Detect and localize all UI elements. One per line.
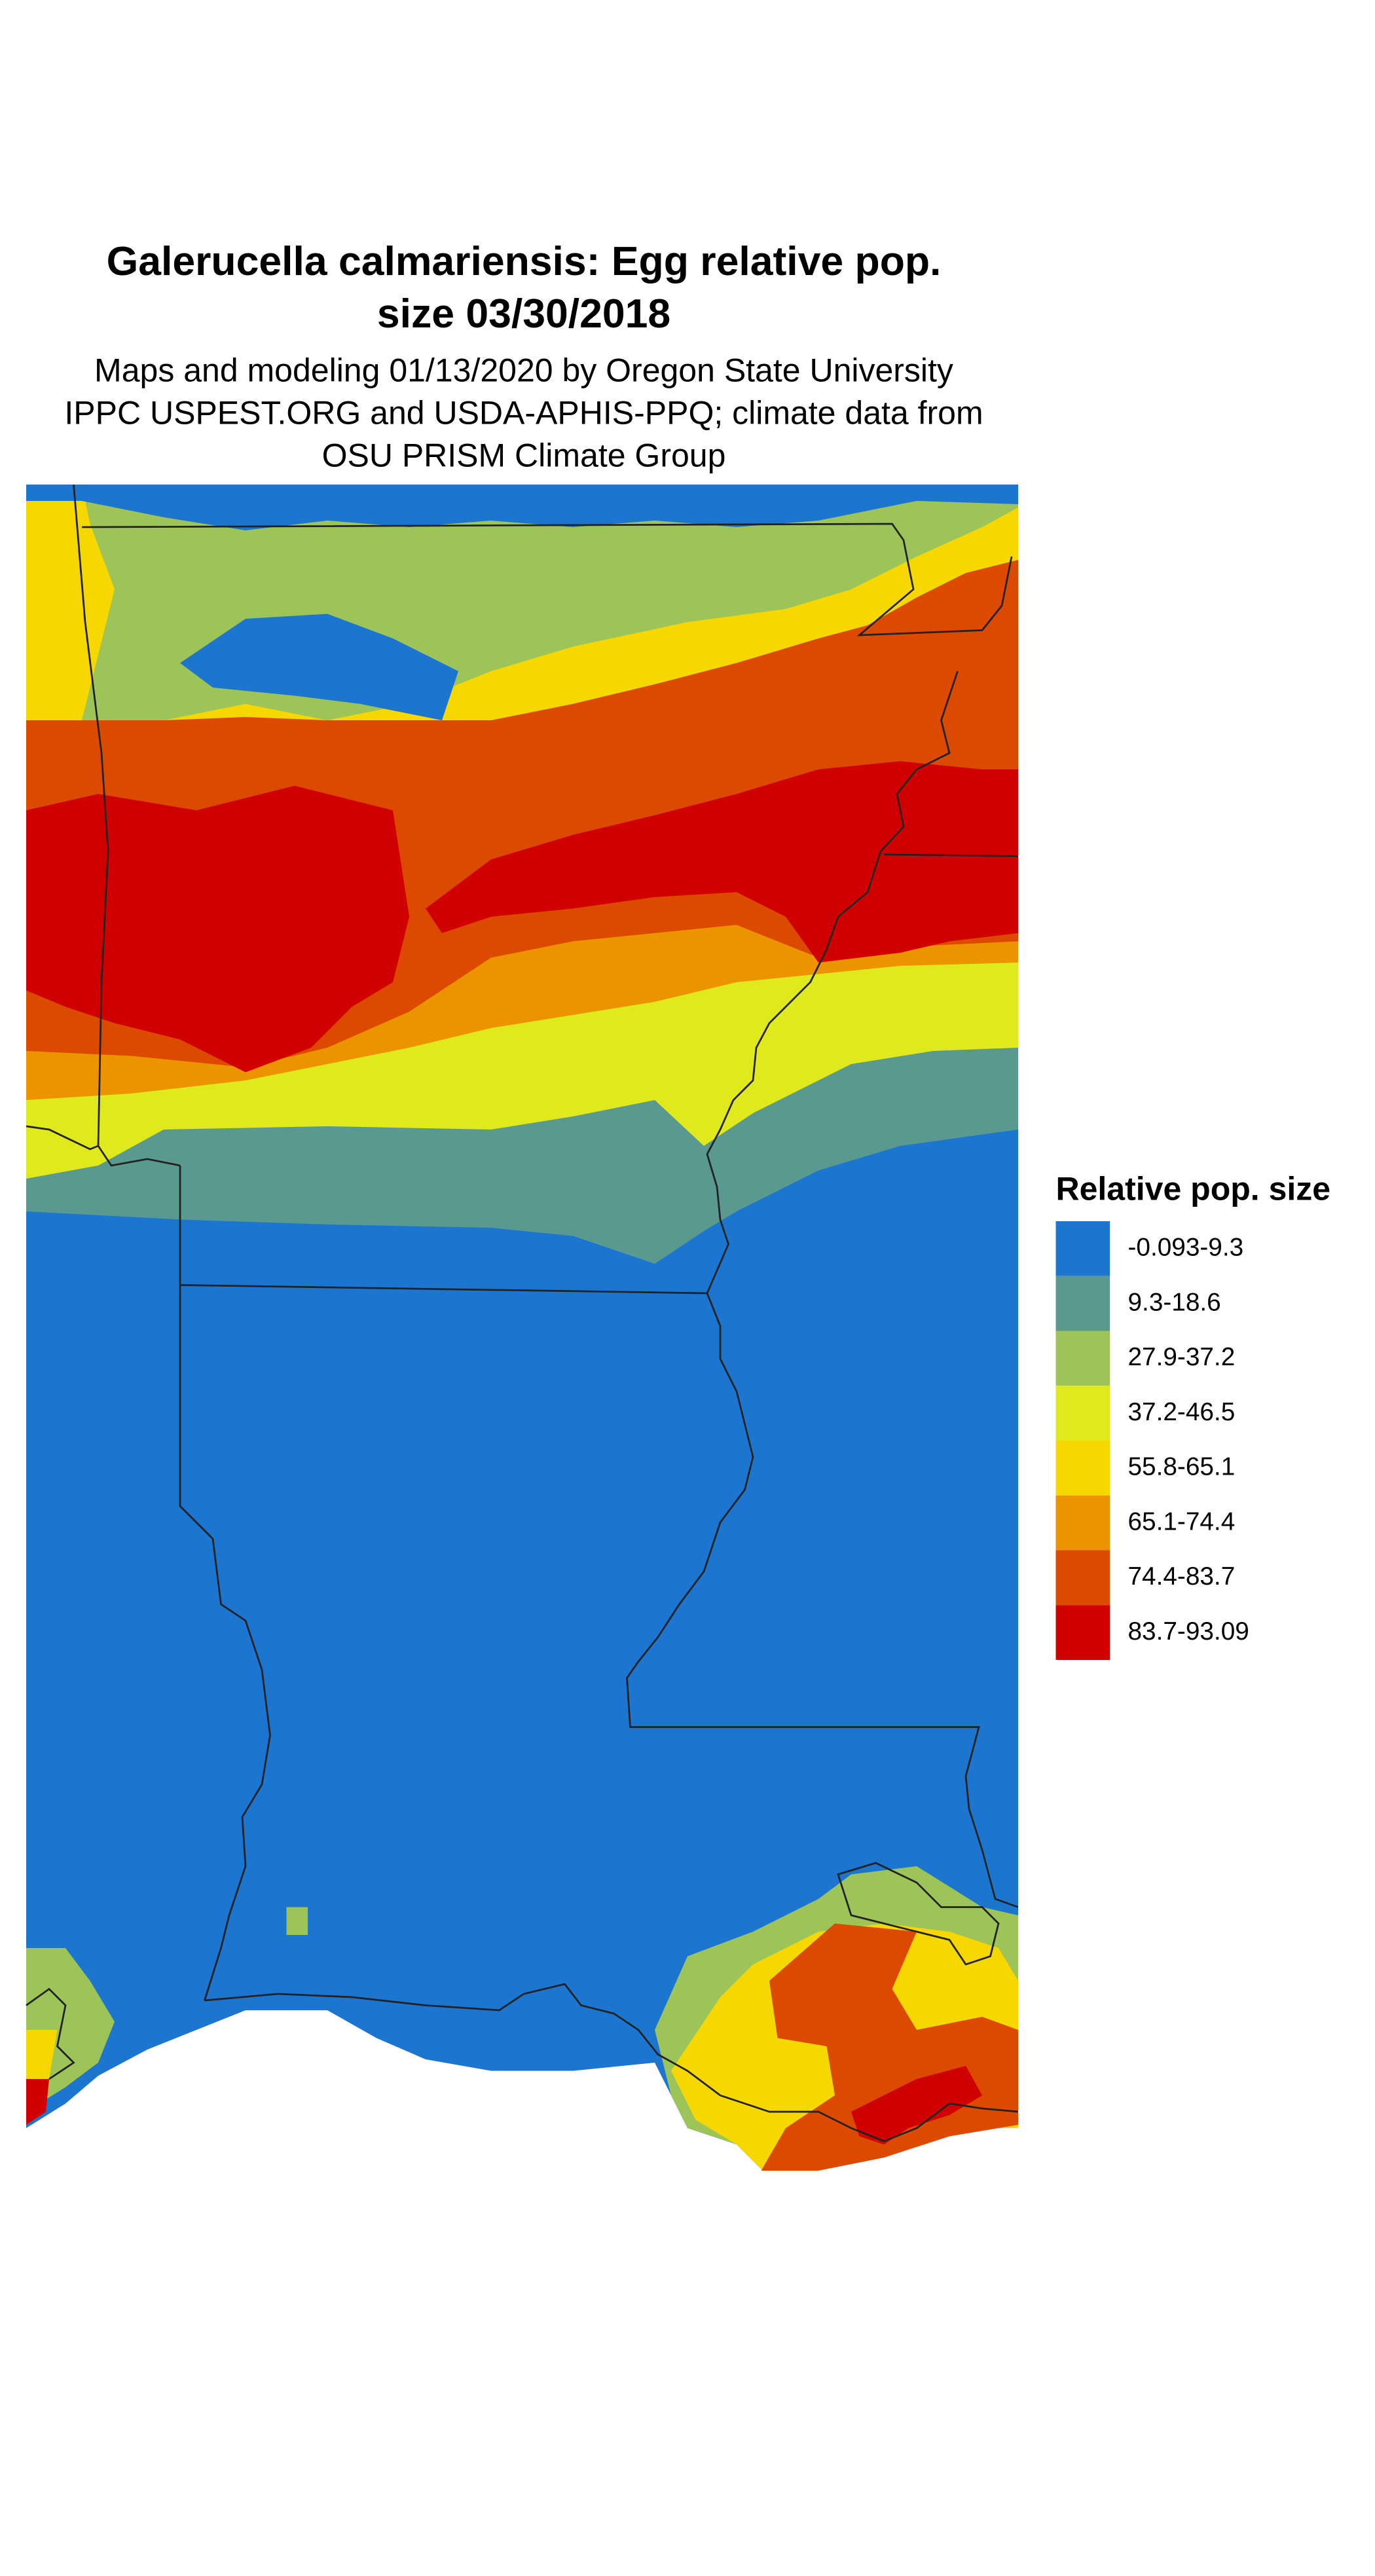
climate-zone [26,786,409,1073]
state-border [179,1166,271,2001]
state-border [883,853,1019,857]
coastline [837,1862,1000,1966]
legend-label: 83.7-93.09 [1128,1617,1249,1646]
climate-zone [26,485,115,720]
climate-zone [426,761,1018,963]
legend-swatch [1055,1276,1110,1331]
legend-label: -0.093-9.3 [1128,1234,1244,1262]
legend: -0.093-9.3 9.3-18.6 27.9-37.2 37.2-46.5 55.8… [1055,1221,1249,1660]
climate-zone [286,1907,308,1935]
state-border [73,484,181,1167]
state-borders [26,484,1019,2143]
legend-swatch [1055,1386,1110,1441]
subtitle-line: IPPC USPEST.ORG and USDA-APHIS-PPQ; clim… [64,395,983,432]
legend-swatch [1055,1605,1110,1660]
legend-label: 74.4-83.7 [1128,1562,1236,1591]
title-line: Galerucella calmariensis: Egg relative p… [107,238,942,284]
climate-zone [851,2066,982,2144]
legend-label: 65.1-74.4 [1128,1507,1236,1536]
climate-zone [26,485,1018,530]
coastline [26,1987,75,2080]
state-border [179,1284,708,1295]
subtitle-line: OSU PRISM Climate Group [322,437,726,474]
legend-swatch [1055,1221,1110,1276]
legend-swatch [1055,1495,1110,1551]
climate-zone [180,614,458,720]
legend-label: 37.2-46.5 [1128,1398,1236,1426]
legend-swatch [1055,1550,1110,1606]
coastline [204,1983,1019,2143]
state-border [626,671,1019,1908]
legend-swatch [1055,1331,1110,1386]
state-border [81,523,1013,636]
legend-label: 55.8-65.1 [1128,1453,1236,1481]
climate-zone [26,2079,49,2125]
legend-swatch [1055,1441,1110,1496]
map [26,485,1018,2171]
legend-title: Relative pop. size [1056,1171,1331,1207]
legend-label: 9.3-18.6 [1128,1288,1221,1316]
state-border [26,1125,99,1150]
legend-label: 27.9-37.2 [1128,1343,1236,1371]
title-line: size 03/30/2018 [377,291,670,337]
subtitle-line: Maps and modeling 01/13/2020 by Oregon S… [94,352,953,389]
